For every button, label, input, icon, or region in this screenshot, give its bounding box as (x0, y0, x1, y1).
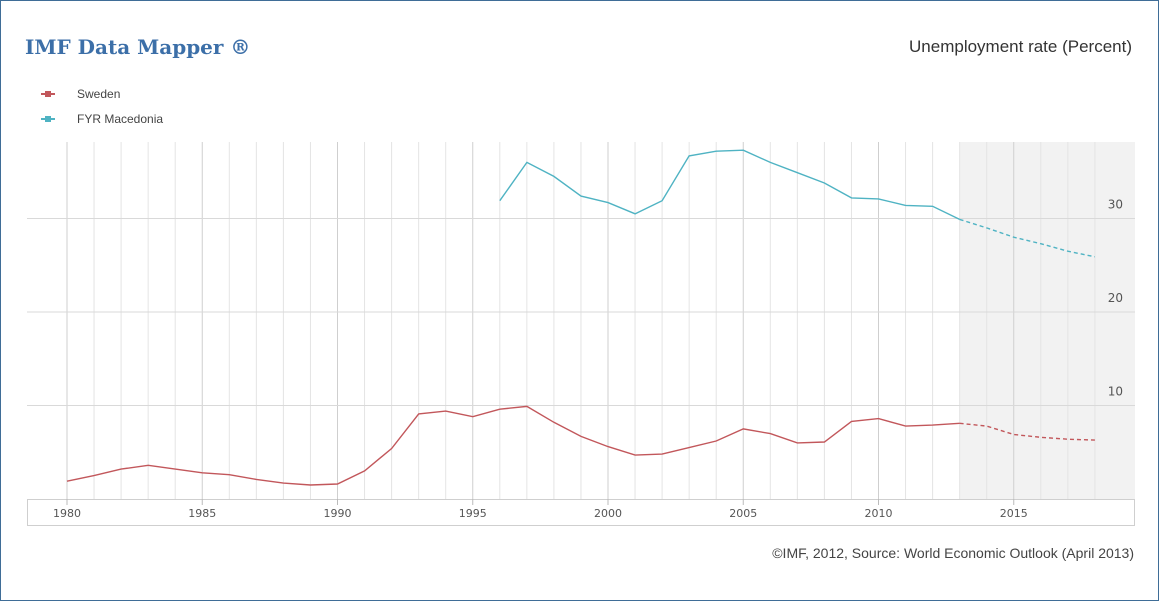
legend-label-macedonia: FYR Macedonia (77, 111, 164, 126)
x-tick-label: 2010 (865, 507, 893, 520)
legend-swatch-sweden (41, 90, 55, 97)
x-tick-label: 1985 (188, 507, 216, 520)
legend-item-sweden[interactable]: Sweden (41, 81, 163, 106)
legend-label-sweden: Sweden (77, 86, 121, 101)
series-line-macedonia (499, 149, 960, 221)
x-tick-label: 2000 (594, 507, 622, 520)
brand-logo: IMF Data Mapper ® (25, 35, 251, 59)
series-line-sweden (66, 405, 960, 486)
projection-band (959, 142, 1135, 499)
series-projection-macedonia (959, 218, 1096, 258)
y-tick-label: 20 (1108, 291, 1123, 305)
chart-title: Unemployment rate (Percent) (909, 37, 1132, 56)
x-tick-label: 1995 (459, 507, 487, 520)
series-projection-sweden (959, 422, 1095, 441)
x-tick-label: 1990 (324, 507, 352, 520)
legend: Sweden FYR Macedonia (41, 81, 163, 131)
x-axis (27, 499, 1135, 526)
x-tick-label: 2015 (1000, 507, 1028, 520)
x-tick-label: 2005 (729, 507, 757, 520)
y-tick-label: 30 (1108, 198, 1123, 212)
line-chart: 10 20 30 1980 1985 1990 1995 2000 2005 2010 2015 (27, 142, 1135, 526)
legend-swatch-macedonia (41, 115, 55, 122)
legend-item-macedonia[interactable]: FYR Macedonia (41, 106, 163, 131)
source-credit: ©IMF, 2012, Source: World Economic Outlo… (772, 545, 1134, 561)
y-tick-label: 10 (1108, 385, 1123, 399)
x-tick-label: 1980 (53, 507, 81, 520)
